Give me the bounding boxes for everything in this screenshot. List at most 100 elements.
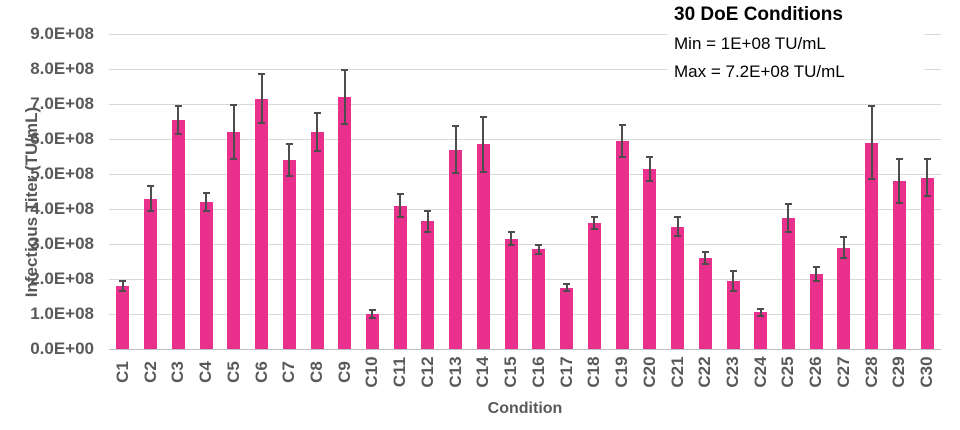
- error-bar-C11: [399, 194, 402, 217]
- bar-C29: [892, 181, 906, 349]
- y-tick-label: 3.0E+08: [30, 234, 94, 253]
- x-tick-label-C7: C7: [279, 361, 299, 383]
- error-bar-cap: [701, 250, 709, 253]
- error-bar-cap: [396, 215, 404, 218]
- error-bar-cap: [812, 279, 820, 282]
- error-bar-cap: [868, 104, 876, 107]
- x-tick-label-C17: C17: [556, 356, 576, 388]
- error-bar-C27: [842, 237, 845, 258]
- gridline: [109, 34, 941, 35]
- error-bar-cap: [174, 132, 182, 135]
- x-tick-label-C28: C28: [861, 356, 881, 388]
- error-bar-C5: [232, 105, 235, 159]
- bar-C27: [837, 247, 851, 349]
- error-bar-cap: [590, 215, 598, 218]
- bar-C11: [393, 205, 407, 349]
- error-bar-cap: [784, 202, 792, 205]
- error-bar-C9: [343, 70, 346, 124]
- gridline: [109, 244, 941, 245]
- bar-C16: [532, 249, 546, 349]
- error-bar-cap: [563, 290, 571, 293]
- bar-C6: [255, 98, 269, 349]
- gridline: [109, 104, 941, 105]
- error-bar-cap: [174, 104, 182, 107]
- error-bar-cap: [202, 209, 210, 212]
- error-bar-cap: [757, 307, 765, 310]
- x-tick-label-C30: C30: [917, 356, 937, 388]
- x-tick-label-C11: C11: [390, 356, 410, 388]
- error-bar-cap: [119, 290, 127, 293]
- error-bar-cap: [535, 252, 543, 255]
- error-bar-cap: [368, 308, 376, 311]
- bar-C4: [199, 202, 213, 349]
- bar-C30: [920, 177, 934, 349]
- error-bar-C3: [177, 105, 180, 134]
- error-bar-C12: [426, 210, 429, 232]
- error-bar-C28: [870, 105, 873, 180]
- error-bar-cap: [646, 180, 654, 182]
- error-bar-cap: [424, 209, 432, 212]
- error-bar-cap: [757, 314, 765, 317]
- x-tick-label-C24: C24: [750, 356, 770, 388]
- x-tick-label-C13: C13: [445, 356, 465, 388]
- error-bar-cap: [812, 265, 820, 268]
- error-bar-cap: [590, 228, 598, 231]
- x-tick-label-C2: C2: [140, 361, 160, 383]
- bar-C2: [144, 198, 158, 349]
- gridline: [109, 69, 941, 70]
- x-tick-label-C22: C22: [695, 356, 715, 388]
- error-bar-C6: [260, 74, 263, 124]
- error-bar-C29: [898, 159, 901, 203]
- error-bar-cap: [341, 69, 349, 72]
- x-tick-label-C9: C9: [334, 361, 354, 383]
- error-bar-C19: [621, 125, 624, 157]
- error-bar-C25: [787, 203, 790, 232]
- y-tick-label: 7.0E+08: [30, 94, 94, 113]
- error-bar-cap: [424, 230, 432, 233]
- error-bar-C30: [926, 159, 929, 196]
- error-bar-cap: [563, 283, 571, 286]
- y-tick-label: 8.0E+08: [30, 59, 94, 78]
- y-tick-label: 6.0E+08: [30, 129, 94, 148]
- error-bar-cap: [341, 122, 349, 125]
- error-bar-cap: [729, 289, 737, 292]
- x-tick-label-C4: C4: [196, 361, 216, 383]
- error-bar-C20: [648, 156, 651, 181]
- min-annotation: Min = 1E+08 TU/mL: [674, 34, 826, 53]
- x-tick-label-C21: C21: [667, 356, 687, 388]
- error-bar-C26: [815, 266, 818, 281]
- chart-annotation-box: 30 DoE Conditions Min = 1E+08 TU/mL Max …: [668, 0, 924, 88]
- error-bar-cap: [674, 215, 682, 218]
- error-bar-cap: [618, 124, 626, 126]
- x-tick-label-C25: C25: [778, 356, 798, 388]
- error-bar-cap: [646, 155, 654, 158]
- error-bar-cap: [674, 235, 682, 238]
- bar-C8: [310, 132, 324, 349]
- error-bar-cap: [895, 201, 903, 204]
- chart-title: 30 DoE Conditions: [674, 4, 843, 25]
- error-bar-cap: [840, 257, 848, 259]
- bar-C12: [421, 221, 435, 349]
- bar-C17: [560, 287, 574, 349]
- error-bar-cap: [285, 142, 293, 145]
- error-bar-C8: [316, 112, 318, 152]
- bar-C13: [449, 149, 463, 349]
- bar-C25: [781, 217, 795, 349]
- error-bar-cap: [313, 150, 321, 153]
- x-tick-label-C1: C1: [112, 361, 132, 383]
- x-tick-label-C15: C15: [501, 356, 521, 388]
- x-tick-label-C19: C19: [612, 356, 632, 388]
- error-bar-C14: [482, 116, 485, 172]
- x-tick-label-C12: C12: [417, 356, 437, 388]
- bar-C9: [338, 97, 352, 349]
- bar-C3: [171, 119, 185, 349]
- gridline: [109, 174, 941, 175]
- bar-C20: [643, 168, 657, 349]
- gridline: [109, 139, 941, 140]
- bar-C5: [227, 132, 241, 349]
- error-bar-cap: [258, 122, 266, 125]
- error-bar-cap: [452, 124, 460, 127]
- error-bar-cap: [119, 279, 127, 282]
- error-bar-cap: [868, 178, 876, 181]
